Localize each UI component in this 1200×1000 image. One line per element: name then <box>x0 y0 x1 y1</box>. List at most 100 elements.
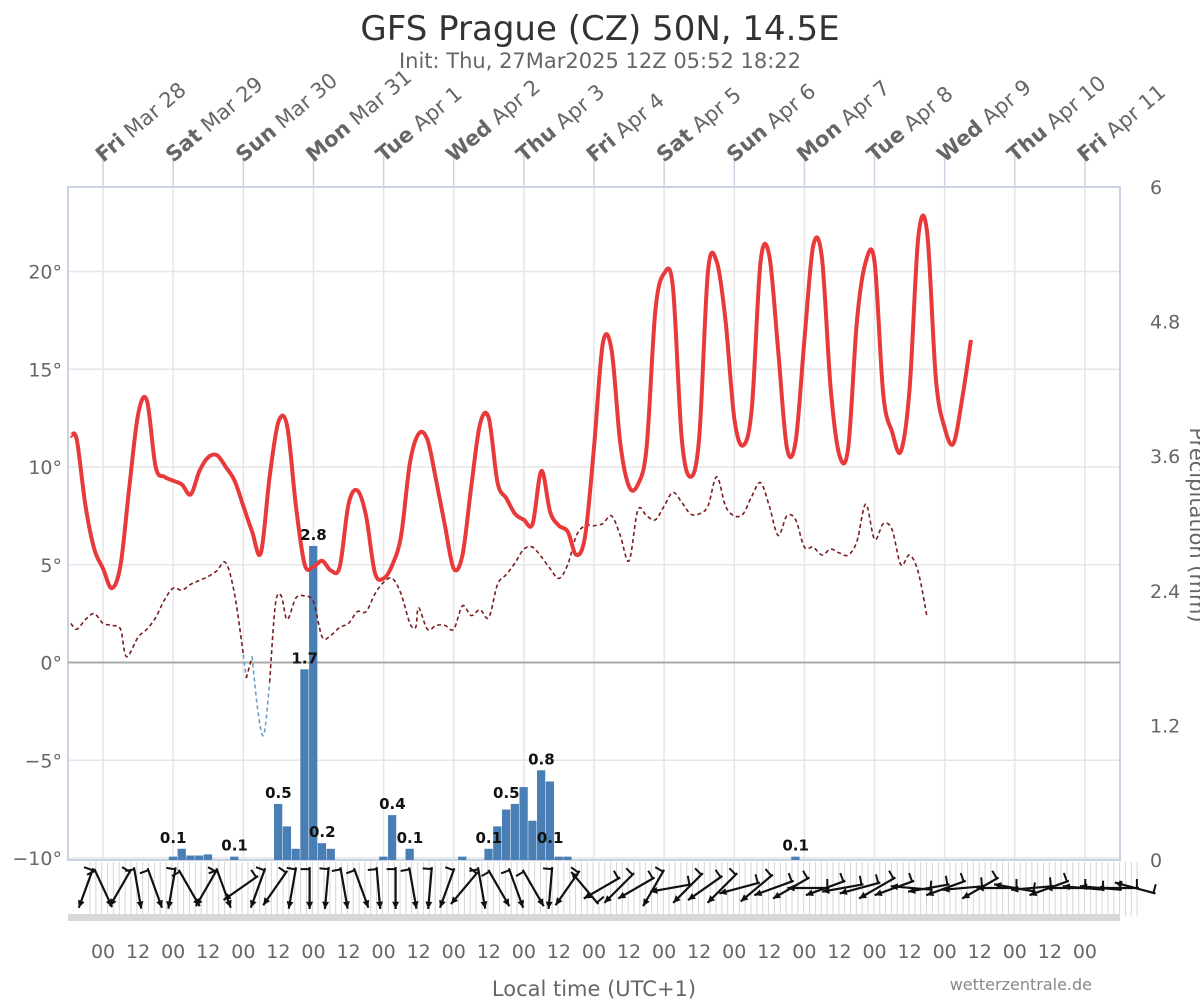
temperature-lines <box>68 213 973 737</box>
wind-arrow-head <box>502 898 510 907</box>
wind-arrow <box>331 867 350 909</box>
wind-arrow-head <box>342 900 350 909</box>
x-tick-label: 00 <box>652 941 676 963</box>
precip-bar <box>168 856 178 860</box>
x-tick-label: 00 <box>161 941 185 963</box>
x-tick-label: 12 <box>336 941 360 963</box>
wind-arrow <box>222 869 259 901</box>
wind-arrow <box>400 867 419 909</box>
wind-arrow-barb <box>787 872 793 882</box>
wind-arrow <box>125 867 144 909</box>
wind-arrow-head <box>78 899 85 908</box>
wind-arrow <box>386 867 400 909</box>
precip-bar <box>405 848 414 860</box>
precip-bar <box>309 545 318 860</box>
y-left-tick-label: 5° <box>40 555 62 577</box>
wind-arrow <box>719 874 761 895</box>
day-label-date: Apr 7 <box>831 76 895 135</box>
wind-arrow-head <box>411 900 419 909</box>
wind-arrow-barb <box>612 870 620 880</box>
precip-value-label: 0.5 <box>493 784 520 802</box>
day-label-date: Apr 3 <box>546 79 610 138</box>
wind-arrow-head <box>1097 884 1105 892</box>
wind-arrow-barb <box>500 869 510 875</box>
precipitation-bars <box>168 545 800 860</box>
wind-arrow <box>740 868 774 903</box>
precip-bar <box>537 770 546 860</box>
precip-bar <box>379 856 388 860</box>
wind-arrow <box>753 872 795 897</box>
wind-arrow-head <box>1045 884 1053 892</box>
x-tick-label: 00 <box>512 941 536 963</box>
wind-arrow-barb <box>888 870 895 880</box>
wind-arrow-barb <box>654 866 664 873</box>
precip-value-label: 0.1 <box>476 829 503 847</box>
precip-value-label: 0.1 <box>537 829 564 847</box>
wind-arrow-head <box>740 894 749 902</box>
wind-arrow-barb <box>139 869 149 875</box>
wind-arrow-head <box>1062 883 1071 891</box>
precip-bar <box>274 803 283 860</box>
wind-arrow-barb <box>991 870 998 880</box>
x-tick-label: 12 <box>827 941 851 963</box>
wind-arrow-barb <box>908 872 914 882</box>
wind-arrow-barb <box>959 872 965 882</box>
wind-arrow-barb <box>570 866 580 874</box>
y-left-tick-label: −10° <box>12 848 62 870</box>
wind-arrow-head <box>1029 889 1038 896</box>
wind-arrow-barb <box>1062 872 1068 882</box>
wind-arrow-barb <box>515 870 525 878</box>
wind-arrow <box>515 869 545 907</box>
wind-arrow-head <box>392 901 400 909</box>
precip-bar <box>528 820 537 860</box>
y-right-tick-label: 0 <box>1150 850 1162 872</box>
y-left-tick-label: 0° <box>40 653 62 675</box>
wind-arrow-head <box>545 901 553 909</box>
x-tick-label: 12 <box>266 941 290 963</box>
wind-arrow-head <box>583 891 592 899</box>
wind-arrow-barb <box>422 867 432 871</box>
wind-arrow <box>583 870 621 900</box>
wind-arrow <box>262 866 289 906</box>
wind-arrow-head <box>439 899 446 908</box>
precip-value-label: 0.2 <box>309 823 336 841</box>
precip-bar <box>519 787 528 860</box>
x-tick-label: 00 <box>231 941 255 963</box>
precip-value-label: 0.1 <box>160 829 187 847</box>
precip-bar <box>300 669 309 860</box>
wind-arrow-head <box>450 896 459 905</box>
wind-arrow-head <box>773 891 781 899</box>
precip-bar <box>484 848 493 860</box>
wind-arrow-barb <box>345 869 356 875</box>
y-right-tick-label: 1.2 <box>1150 715 1180 737</box>
precip-bar <box>186 855 195 860</box>
wind-arrow-barb <box>171 870 181 878</box>
x-tick-label: 00 <box>442 941 466 963</box>
wind-arrow <box>603 867 635 904</box>
wind-arrow <box>942 877 985 893</box>
precip-bar <box>195 855 204 860</box>
wind-arrow-head <box>480 900 488 909</box>
x-tick-label: 12 <box>757 941 781 963</box>
wind-arrow-head <box>223 893 232 901</box>
wind-arrow-head <box>754 889 763 896</box>
wind-arrow <box>194 866 218 907</box>
wind-arrow-barb <box>764 868 773 877</box>
precip-value-label: 0.1 <box>782 837 809 855</box>
wind-arrow-barb <box>250 869 258 878</box>
x-tick-label: 12 <box>1038 941 1062 963</box>
day-label-date: Apr 5 <box>682 83 746 142</box>
wind-arrow-head <box>994 882 1002 890</box>
wind-arrow-head <box>687 893 696 901</box>
wind-arrow <box>672 867 704 904</box>
precip-bar <box>791 856 800 860</box>
wind-arrow-barb <box>625 867 634 876</box>
wind-arrow <box>649 875 692 894</box>
x-tick-label: 12 <box>477 941 501 963</box>
wind-arrow <box>687 869 724 901</box>
precip-bar <box>458 856 467 860</box>
dewpoint-line <box>70 561 245 658</box>
wind-arrow-barb <box>596 895 605 904</box>
wind-arrow <box>1010 877 1054 893</box>
